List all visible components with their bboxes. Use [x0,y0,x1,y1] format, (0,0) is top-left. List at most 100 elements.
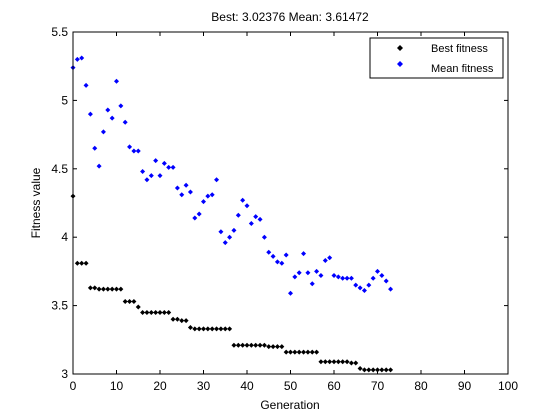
best-fitness-point [161,309,167,315]
best-fitness-point [383,367,389,373]
best-fitness-point [331,359,337,365]
mean-fitness-point [227,234,233,240]
best-fitness-point [114,286,119,292]
mean-fitness-point [131,148,137,154]
best-fitness-point [127,298,133,304]
best-fitness-point [187,324,193,330]
mean-fitness-point [170,164,176,170]
mean-fitness-point [148,173,154,179]
x-tick-label: 70 [371,379,385,393]
mean-fitness-point [257,216,263,222]
mean-fitness-point [222,240,228,246]
mean-fitness-point [361,288,367,294]
x-tick-label: 80 [414,379,428,393]
best-fitness-point [327,359,333,365]
best-fitness-point [292,349,298,355]
best-fitness-point [201,326,206,332]
mean-fitness-point [388,286,394,292]
best-fitness-point [92,285,98,291]
x-tick-label: 10 [110,379,124,393]
best-fitness-point [379,367,385,373]
legend: Best fitness Mean fitness [369,37,504,79]
mean-fitness-point [92,145,98,151]
best-fitness-point [96,286,102,292]
best-fitness-point [388,367,394,373]
best-fitness-point [314,349,320,355]
mean-fitness-point [105,107,111,113]
plot-area [73,32,508,374]
x-tick-label: 30 [197,379,211,393]
mean-fitness-point [209,192,215,198]
mean-fitness-point [192,215,198,221]
mean-fitness-point [100,129,106,135]
x-tick-label: 40 [240,379,254,393]
mean-fitness-point [161,160,167,166]
best-fitness-point [205,326,211,332]
best-fitness-point [274,344,280,350]
mean-fitness-point [153,158,159,164]
mean-fitness-point [114,78,119,84]
best-fitness-point [344,359,350,365]
mean-fitness-point [157,173,163,179]
x-axis-label: Generation [260,398,319,412]
mean-fitness-point [201,199,206,205]
best-fitness-point [257,342,263,348]
mean-fitness-point [74,56,80,62]
best-fitness-point [357,366,363,372]
y-tick-label: 3.5 [51,299,68,313]
best-fitness-point [170,316,176,322]
best-fitness-point [353,360,359,366]
best-fitness-point [196,326,202,332]
mean-fitness-point [248,221,254,227]
legend-marker-best-fitness [397,45,403,51]
best-fitness-point [296,349,302,355]
best-fitness-point [366,367,372,373]
mean-fitness-point [179,192,185,198]
mean-fitness-point [348,275,354,281]
best-fitness-point [209,326,215,332]
x-tick-label: 90 [458,379,472,393]
x-axis-ticks: 0 10 20 30 40 50 60 70 80 90 100 [70,32,518,393]
mean-fitness-point [353,282,359,288]
mean-fitness-point [244,203,250,209]
best-fitness-point [166,309,172,315]
best-fitness-point [131,298,137,304]
mean-fitness-point [140,169,146,175]
best-fitness-point [335,359,341,365]
mean-fitness-point [79,55,85,61]
mean-fitness-point [309,281,315,287]
best-fitness-point [301,349,307,355]
best-fitness-point [322,359,328,365]
best-fitness-point [87,285,93,291]
legend-label-mean-fitness: Mean fitness [431,63,494,75]
best-fitness-point [340,359,346,365]
best-fitness-point [288,349,293,355]
legend-label-best-fitness: Best fitness [431,43,488,55]
best-fitness-point [140,309,146,315]
best-fitness-point [105,286,111,292]
best-fitness-point [305,349,311,355]
best-fitness-point [248,342,254,348]
x-tick-label: 100 [498,379,518,393]
best-fitness-point [109,286,115,292]
mean-fitness-point [288,290,293,296]
best-fitness-point [79,260,85,266]
mean-fitness-point [87,111,93,117]
best-fitness-point [174,316,180,322]
mean-fitness-point [283,252,289,258]
mean-fitness-point [127,144,133,150]
best-fitness-point [227,326,233,332]
mean-fitness-point [340,275,346,281]
mean-fitness-point [322,257,328,263]
mean-fitness-point [235,212,241,218]
x-tick-label: 50 [284,379,298,393]
best-fitness-point [283,349,289,355]
mean-fitness-series [70,55,394,296]
mean-fitness-point [335,274,341,280]
mean-fitness-point [118,103,124,109]
best-fitness-point [148,309,154,315]
best-fitness-point [74,260,80,266]
mean-fitness-point [274,259,280,265]
mean-fitness-point [166,164,172,170]
